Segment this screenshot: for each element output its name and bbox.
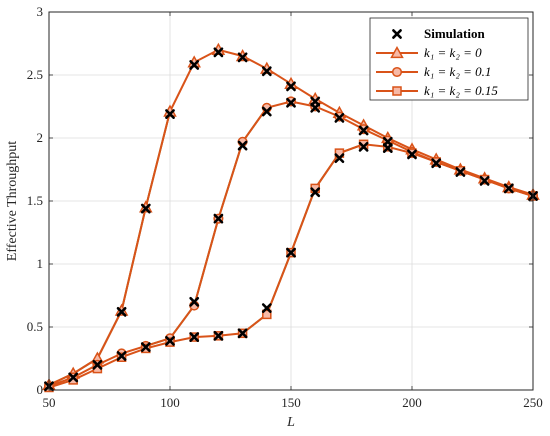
simulation-point [189, 296, 200, 307]
simulation-point [189, 332, 200, 342]
simulation-point [431, 158, 442, 169]
simulation-point [334, 153, 345, 164]
legend-label: k₁ = k₂ = 0.1 [424, 64, 491, 79]
series-3-point [262, 309, 272, 320]
legend-marker-triangle [390, 45, 404, 59]
simulation-point [358, 141, 369, 152]
simulation-point [237, 52, 248, 63]
simulation-point [189, 60, 200, 70]
x-axis-label: L [286, 415, 295, 430]
legend-marker-x [392, 29, 402, 39]
y-tick-labels: 0 0.5 1 1.5 2 2.5 3 [27, 4, 43, 397]
y-tick-label: 1.5 [27, 193, 43, 208]
simulation-point [503, 183, 514, 194]
simulation-point [213, 47, 224, 58]
y-tick-label: 0 [37, 382, 44, 397]
simulation-point [140, 342, 151, 353]
simulation-point [165, 335, 175, 346]
simulation-point [286, 247, 296, 258]
legend-items: Simulation k₁ = k₂ = 0 k₁ = k₂ = 0.1 k₁ = k… [376, 26, 498, 98]
simulation-point [213, 330, 224, 341]
legend-marker-square [392, 86, 402, 96]
y-tick-label: 2 [37, 130, 44, 145]
x-tick-labels: 50 100 150 200 250 [43, 395, 543, 410]
simulation-point [334, 112, 345, 123]
axis-ticks [48, 11, 534, 391]
simulation-point [213, 213, 224, 224]
simulation-point [140, 203, 151, 214]
simulation-point [310, 96, 321, 107]
y-tick-label: 3 [37, 4, 44, 19]
simulation-point [286, 97, 296, 108]
legend-label: k₁ = k₂ = 0 [424, 45, 482, 60]
simulation-point [237, 328, 248, 339]
simulation-point [92, 359, 103, 370]
y-tick-label: 2.5 [27, 67, 43, 82]
simulation-point [165, 109, 175, 119]
simulation-point [68, 372, 79, 383]
simulation-point [310, 187, 321, 198]
simulation-point [261, 66, 272, 77]
simulation-point [237, 140, 248, 151]
simulation-point [455, 167, 466, 177]
x-tick-label: 150 [281, 395, 301, 410]
y-tick-label: 1 [37, 256, 44, 271]
legend-label: Simulation [424, 26, 485, 41]
legend-marker-circle [391, 66, 403, 78]
simulation-point [382, 136, 393, 147]
legend: Simulation k₁ = k₂ = 0 k₁ = k₂ = 0.1 k₁ = k… [369, 17, 529, 101]
x-tick-label: 250 [523, 395, 543, 410]
x-tick-label: 100 [160, 395, 180, 410]
simulation-point [407, 149, 417, 160]
y-axis-label: Effective Throughput [5, 141, 20, 262]
simulation-point [116, 351, 127, 361]
simulation-point [479, 175, 490, 186]
simulation-point [286, 81, 296, 92]
x-tick-label: 200 [402, 395, 422, 410]
simulation-point [261, 303, 272, 313]
simulation-point [358, 125, 369, 136]
y-tick-label: 0.5 [27, 319, 43, 334]
x-tick-label: 50 [43, 395, 56, 410]
simulation-point [261, 106, 272, 117]
legend-label: k₁ = k₂ = 0.15 [424, 83, 498, 98]
simulation-point [116, 306, 127, 317]
